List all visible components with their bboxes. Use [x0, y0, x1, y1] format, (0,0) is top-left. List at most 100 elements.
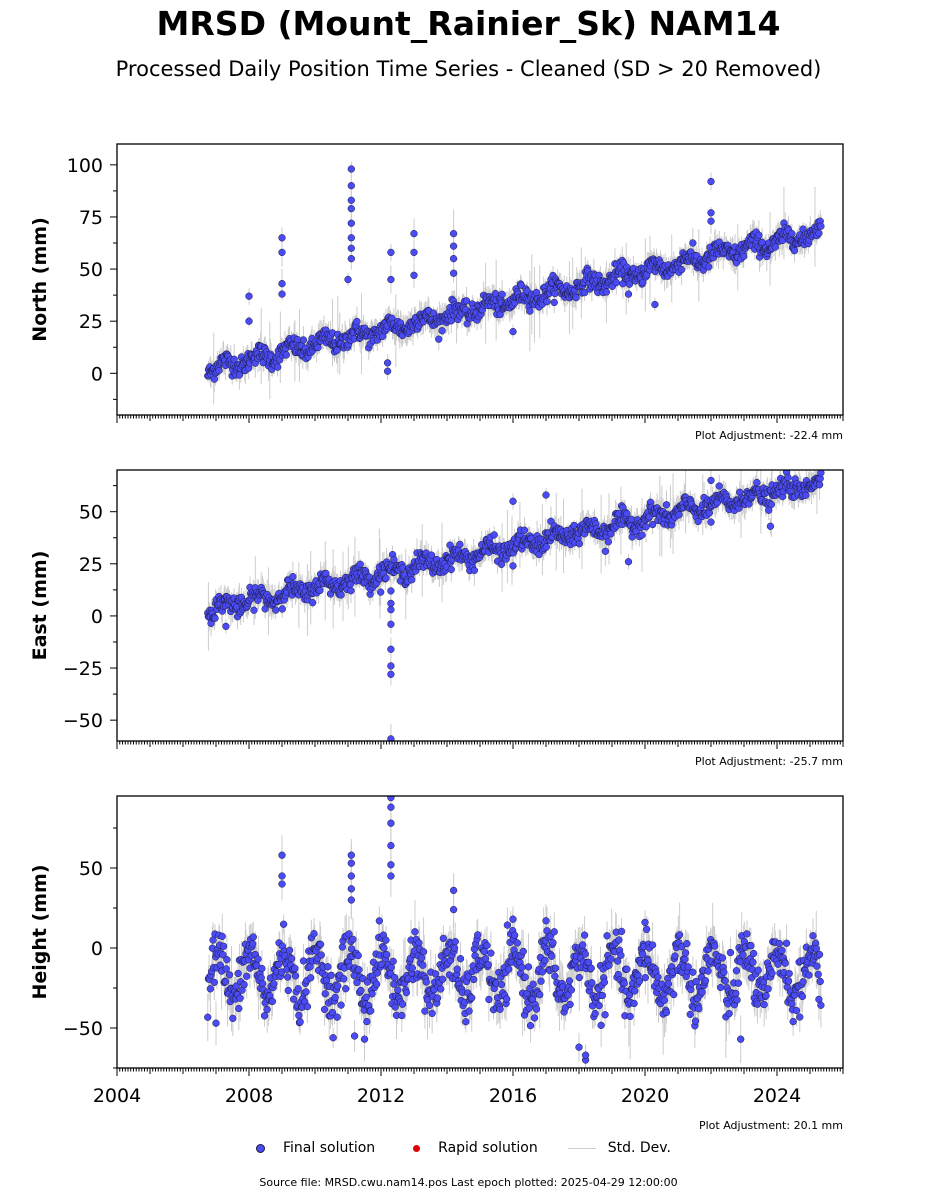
north-point [314, 343, 322, 352]
north-point [624, 290, 633, 298]
north-point [639, 278, 647, 287]
north-point [651, 300, 659, 309]
north-point [278, 280, 286, 288]
north-point [580, 288, 589, 297]
east-point [387, 662, 395, 670]
east-point [337, 591, 345, 599]
north-point [625, 280, 634, 288]
north-point [705, 263, 713, 271]
east-point [509, 562, 517, 570]
east-point [447, 565, 455, 574]
east-point [542, 543, 550, 551]
east-point [604, 538, 613, 546]
north-point [740, 252, 748, 261]
north-point [347, 244, 355, 252]
east-point [642, 523, 650, 531]
north-point [347, 196, 355, 204]
north-point [347, 234, 355, 242]
panel-north: 0 25 50 75 100 North (mm) [29, 143, 844, 423]
east-point [427, 551, 436, 559]
east-point [707, 518, 715, 526]
east-point [316, 586, 324, 595]
north-y-axis-label: North (mm) [29, 217, 51, 342]
north-point [526, 307, 534, 315]
north-point [347, 219, 355, 227]
east-point [662, 501, 671, 509]
east-point [346, 580, 354, 589]
north-point [435, 335, 443, 343]
east-point [387, 645, 395, 653]
east-point [211, 614, 219, 622]
east-point [817, 470, 825, 477]
east-point [815, 481, 824, 489]
east-y-tick-label: 0 [91, 606, 103, 628]
north-point [387, 275, 395, 284]
north-point [274, 363, 282, 371]
north-point [572, 294, 580, 302]
east-point [456, 540, 464, 549]
north-point [347, 165, 355, 173]
north-point [449, 269, 458, 277]
east-point [575, 540, 583, 548]
east-point [520, 526, 529, 534]
north-point [410, 248, 418, 257]
north-point [707, 209, 715, 217]
north-point [438, 327, 446, 335]
north-point [771, 243, 779, 251]
east-point [387, 606, 395, 614]
east-data-points [204, 470, 825, 741]
east-point [624, 558, 633, 566]
north-point [815, 229, 823, 237]
east-point [509, 497, 517, 505]
north-point [551, 289, 559, 298]
north-point [282, 351, 290, 359]
north-point [612, 278, 620, 287]
east-point [490, 531, 498, 539]
east-point [250, 606, 258, 614]
north-point [383, 359, 392, 367]
east-point [694, 517, 702, 526]
north-point [449, 229, 458, 238]
east-point [601, 547, 610, 555]
east-point [356, 560, 364, 568]
north-point [689, 239, 697, 247]
east-point [309, 599, 317, 607]
east-y-tick-label: 50 [79, 502, 103, 524]
north-point [449, 242, 458, 250]
east-point [377, 588, 385, 596]
east-point [707, 476, 715, 485]
north-point [383, 367, 392, 375]
east-point [387, 587, 395, 595]
north-point [278, 290, 286, 298]
chart-subtitle: Processed Daily Position Time Series - C… [115, 57, 822, 81]
east-point [387, 670, 395, 678]
east-point [387, 735, 395, 741]
east-point [387, 599, 395, 608]
north-y-tick-label: 75 [79, 207, 103, 229]
north-point [602, 288, 611, 296]
north-point [410, 229, 418, 238]
north-point [245, 292, 253, 300]
east-point [390, 555, 398, 564]
east-point [278, 605, 286, 613]
north-data-points [204, 161, 825, 405]
north-point [230, 355, 238, 363]
north-point [347, 255, 355, 263]
east-point [767, 500, 776, 509]
north-point [245, 317, 253, 325]
north-point [509, 327, 517, 336]
north-point [353, 317, 361, 326]
north-point [449, 255, 458, 263]
north-point [543, 297, 551, 306]
east-y-tick-label: −50 [63, 710, 103, 732]
north-y-tick-label: 100 [67, 155, 103, 177]
east-point [753, 478, 761, 487]
east-point [802, 491, 810, 499]
north-y-tick-label: 50 [79, 259, 103, 281]
north-point [707, 177, 715, 186]
north-point [677, 265, 686, 274]
north-point [462, 297, 471, 305]
north-point [387, 248, 395, 257]
